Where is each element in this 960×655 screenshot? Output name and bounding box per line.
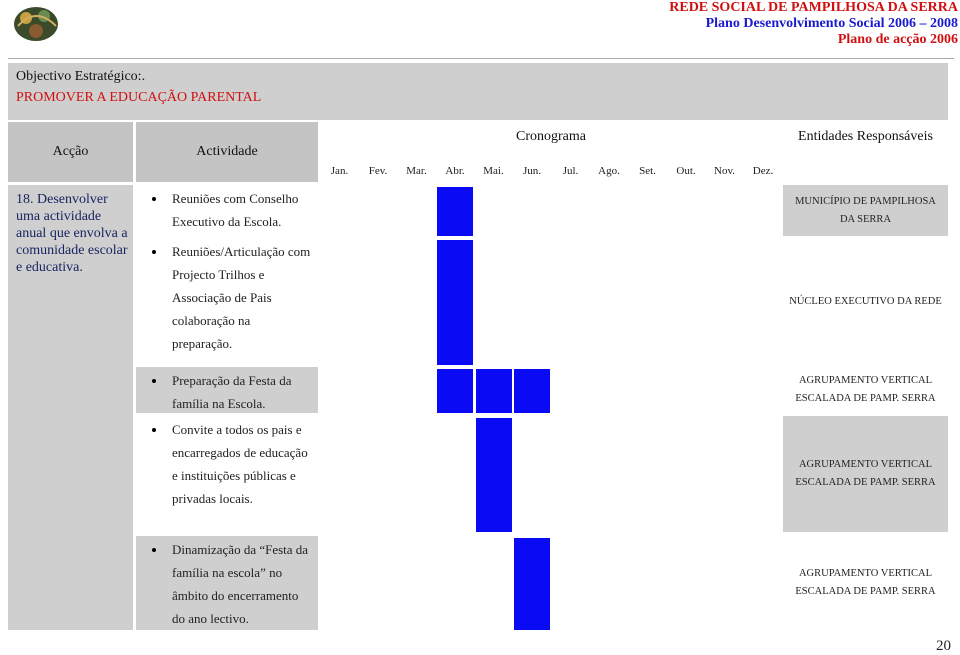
- month-label: Dez.: [752, 165, 774, 177]
- month-label: Jun.: [522, 165, 542, 177]
- activity-item: Convite a todos os pais e encarregados d…: [152, 418, 312, 510]
- activity-cell: Preparação da Festa da família na Escola…: [136, 367, 318, 413]
- entity-text: MUNICÍPIO DE PAMPILHOSA DA SERRA: [795, 195, 936, 225]
- action-text: 18. Desenvolver uma actividade anual que…: [16, 192, 128, 275]
- header-cronograma: Cronograma: [516, 129, 586, 144]
- month-label: Nov.: [714, 165, 735, 177]
- header-rule: [8, 58, 954, 59]
- objective-text: PROMOVER A EDUCAÇÃO PARENTAL: [16, 90, 262, 105]
- month-label: Set.: [639, 165, 656, 177]
- activity-cell: Convite a todos os pais e encarregados d…: [136, 416, 318, 532]
- month-label: Ago.: [598, 165, 620, 177]
- month-label: Fev.: [368, 165, 388, 177]
- entity-cell: AGRUPAMENTO VERTICAL ESCALADA DE PAMP. S…: [783, 416, 948, 532]
- action-plan-title: Plano de acção 2006: [837, 32, 958, 47]
- month-label: Mar.: [406, 165, 427, 177]
- org-title: REDE SOCIAL DE PAMPILHOSA DA SERRA: [669, 0, 958, 15]
- schedule-block: [437, 240, 473, 365]
- entity-text: AGRUPAMENTO VERTICAL ESCALADA DE PAMP. S…: [795, 375, 936, 404]
- logo: [14, 7, 58, 41]
- entity-cell: MUNICÍPIO DE PAMPILHOSA DA SERRA: [783, 185, 948, 236]
- month-label: Out.: [676, 165, 696, 177]
- header-actividade: Actividade: [136, 122, 318, 182]
- entity-cell: AGRUPAMENTO VERTICAL ESCALADA DE PAMP. S…: [783, 367, 948, 413]
- schedule-block: [437, 187, 473, 236]
- schedule-block: [437, 369, 473, 413]
- header-acao: Acção: [8, 122, 133, 182]
- activity-item: Preparação da Festa da família na Escola…: [152, 369, 312, 415]
- schedule-block: [514, 369, 550, 413]
- activity-cell: Reuniões com Conselho Executivo da Escol…: [136, 185, 318, 236]
- entity-text: AGRUPAMENTO VERTICAL ESCALADA DE PAMP. S…: [795, 459, 936, 488]
- month-label: Abr.: [445, 165, 465, 177]
- activity-item: Reuniões/Articulação com Projecto Trilho…: [152, 240, 312, 355]
- objective-label: Objectivo Estratégico:.: [16, 69, 146, 84]
- page-number: 20: [936, 638, 951, 654]
- header-entidades: Entidades Responsáveis: [798, 129, 933, 144]
- objective-box: Objectivo Estratégico:. PROMOVER A EDUCA…: [8, 63, 948, 120]
- activity-item: Dinamização da “Festa da família na esco…: [152, 538, 312, 630]
- activity-item: Reuniões com Conselho Executivo da Escol…: [152, 187, 312, 233]
- entity-text: NÚCLEO EXECUTIVO DA REDE: [789, 295, 942, 307]
- month-label: Mai.: [483, 165, 504, 177]
- plan-title: Plano Desenvolvimento Social 2006 – 2008: [705, 16, 958, 31]
- schedule-block: [475, 418, 512, 532]
- month-label: Jan.: [330, 165, 349, 177]
- schedule-block: [475, 369, 512, 413]
- action-cell: 18. Desenvolver uma actividade anual que…: [8, 185, 133, 630]
- schedule-block: [514, 538, 550, 630]
- month-label: Jul.: [562, 165, 579, 177]
- entity-cell: AGRUPAMENTO VERTICAL ESCALADA DE PAMP. S…: [783, 536, 948, 630]
- activity-cell: Dinamização da “Festa da família na esco…: [136, 536, 318, 630]
- entity-cell: NÚCLEO EXECUTIVO DA REDE: [783, 238, 948, 365]
- entity-text: AGRUPAMENTO VERTICAL ESCALADA DE PAMP. S…: [795, 568, 936, 597]
- activity-cell: Reuniões/Articulação com Projecto Trilho…: [136, 238, 318, 365]
